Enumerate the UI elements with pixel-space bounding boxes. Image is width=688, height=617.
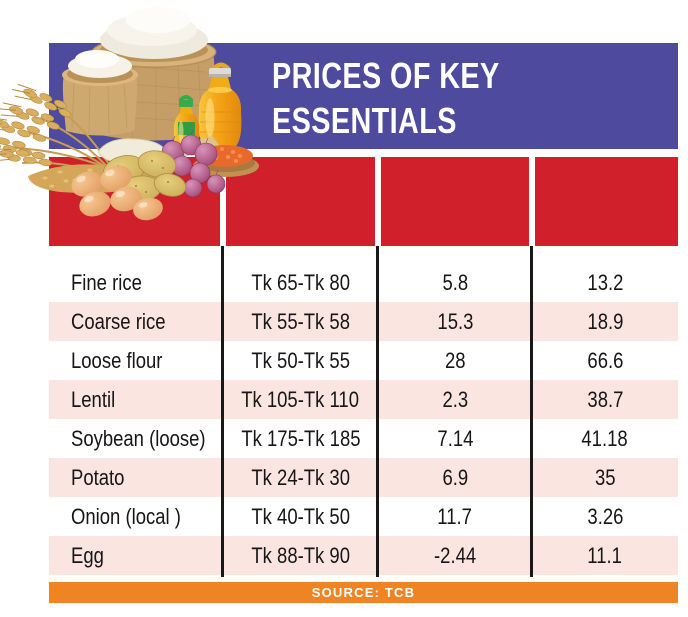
price-cell: Tk 40-Tk 50 <box>251 503 350 529</box>
header-column-gap <box>220 157 226 246</box>
table-row: Onion (local ) Tk 40-Tk 50 11.7 3.26 <box>49 497 678 536</box>
value2-cell: 41.18 <box>581 425 629 451</box>
table-row: Fine rice Tk 65-Tk 80 5.8 13.2 <box>49 263 678 302</box>
value1-cell: 28 <box>444 347 466 373</box>
food-collage-illustration <box>0 7 259 221</box>
oil-bottle-illustration <box>198 62 242 147</box>
value1-cell: 5.8 <box>442 269 468 295</box>
table-row: Egg Tk 88-Tk 90 -2.44 11.1 <box>49 536 678 575</box>
value2-cell: 13.2 <box>587 269 623 295</box>
value2-cell: 11.1 <box>587 542 623 568</box>
value1-cell: 11.7 <box>437 503 473 529</box>
table-row: Soybean (loose) Tk 175-Tk 185 7.14 41.18 <box>49 419 678 458</box>
value2-cell: 35 <box>594 464 616 490</box>
table-row: Loose flour Tk 50-Tk 55 28 66.6 <box>49 341 678 380</box>
table-row: Coarse rice Tk 55-Tk 58 15.3 18.9 <box>49 302 678 341</box>
value2-cell: 18.9 <box>587 308 623 334</box>
value1-cell: 7.14 <box>437 425 473 451</box>
header-column-gap <box>375 157 381 246</box>
item-cell: Soybean (loose) <box>71 425 206 451</box>
item-cell: Lentil <box>71 386 116 412</box>
price-cell: Tk 65-Tk 80 <box>251 269 350 295</box>
item-cell: Loose flour <box>71 347 163 373</box>
page-title-line1: PRICES OF KEY <box>272 55 500 96</box>
column-divider <box>530 246 533 577</box>
item-cell: Fine rice <box>71 269 142 295</box>
onion-illustration <box>161 129 226 198</box>
column-divider <box>221 246 224 577</box>
item-cell: Potato <box>71 464 125 490</box>
page-title: PRICES OF KEY ESSENTIALS <box>272 53 557 143</box>
source-text: SOURCE: TCB <box>311 585 416 600</box>
price-cell: Tk 88-Tk 90 <box>251 542 350 568</box>
value2-cell: 38.7 <box>587 386 623 412</box>
item-cell: Coarse rice <box>71 308 166 334</box>
table-row: Lentil Tk 105-Tk 110 2.3 38.7 <box>49 380 678 419</box>
value1-cell: 2.3 <box>442 386 468 412</box>
price-cell: Tk 24-Tk 30 <box>251 464 350 490</box>
item-cell: Onion (local ) <box>71 503 181 529</box>
price-cell: Tk 105-Tk 110 <box>241 386 360 412</box>
value2-cell: 66.6 <box>587 347 623 373</box>
price-cell: Tk 175-Tk 185 <box>240 425 361 451</box>
egg-illustration <box>71 165 163 221</box>
column-divider <box>376 246 379 577</box>
header-column-gap <box>529 157 535 246</box>
page-title-line2: ESSENTIALS <box>272 100 457 141</box>
flour-sack-illustration <box>62 50 138 136</box>
price-cell: Tk 55-Tk 58 <box>251 308 350 334</box>
value2-cell: 3.26 <box>587 503 623 529</box>
value1-cell: -2.44 <box>433 542 477 568</box>
value1-cell: 6.9 <box>442 464 468 490</box>
item-cell: Egg <box>71 542 104 568</box>
source-bar: SOURCE: TCB <box>49 582 678 603</box>
price-cell: Tk 50-Tk 55 <box>251 347 350 373</box>
value1-cell: 15.3 <box>437 308 473 334</box>
price-table: Fine rice Tk 65-Tk 80 5.8 13.2 Coarse ri… <box>49 263 678 575</box>
table-row: Potato Tk 24-Tk 30 6.9 35 <box>49 458 678 497</box>
